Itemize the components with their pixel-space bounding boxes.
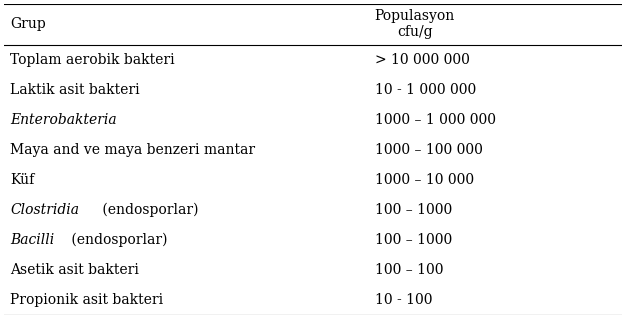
- Text: 100 – 100: 100 – 100: [375, 263, 443, 277]
- Text: 1000 – 10 000: 1000 – 10 000: [375, 173, 474, 187]
- Text: 10 - 1 000 000: 10 - 1 000 000: [375, 83, 476, 97]
- Text: 1000 – 100 000: 1000 – 100 000: [375, 143, 483, 157]
- Text: > 10 000 000: > 10 000 000: [375, 53, 470, 67]
- Text: Küf: Küf: [11, 173, 34, 187]
- Text: Asetik asit bakteri: Asetik asit bakteri: [11, 263, 139, 277]
- Text: Bacilli: Bacilli: [11, 233, 54, 247]
- Text: Grup: Grup: [11, 17, 46, 31]
- Text: Propionik asit bakteri: Propionik asit bakteri: [11, 293, 163, 307]
- Text: (endosporlar): (endosporlar): [67, 233, 167, 247]
- Text: Clostridia: Clostridia: [11, 203, 80, 217]
- Text: 1000 – 1 000 000: 1000 – 1 000 000: [375, 113, 496, 127]
- Text: 10 - 100: 10 - 100: [375, 293, 433, 307]
- Text: (endosporlar): (endosporlar): [98, 203, 198, 217]
- Text: 100 – 1000: 100 – 1000: [375, 233, 452, 247]
- Text: Laktik asit bakteri: Laktik asit bakteri: [11, 83, 140, 97]
- Text: Populasyon
cfu/g: Populasyon cfu/g: [375, 9, 455, 40]
- Text: Enterobakteria: Enterobakteria: [11, 113, 117, 127]
- Text: Toplam aerobik bakteri: Toplam aerobik bakteri: [11, 53, 175, 67]
- Text: 100 – 1000: 100 – 1000: [375, 203, 452, 217]
- Text: Maya and ve maya benzeri mantar: Maya and ve maya benzeri mantar: [11, 143, 255, 157]
